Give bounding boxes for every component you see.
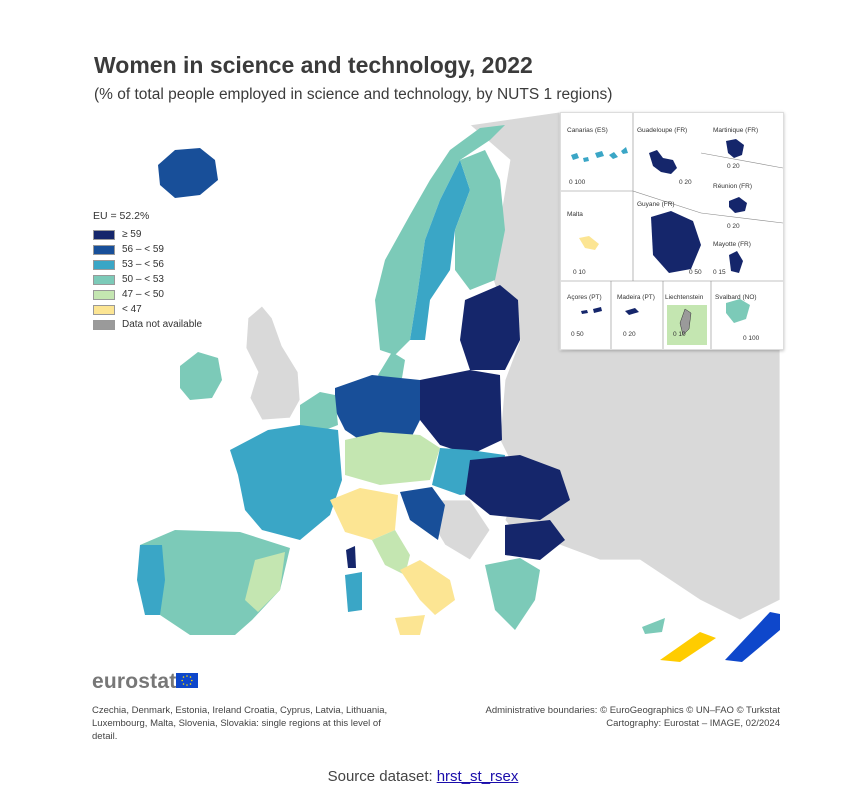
legend: EU = 52.2% ≥ 59 56 – < 59 53 – < 56 50 –… bbox=[93, 210, 202, 332]
region-iceland bbox=[158, 148, 218, 198]
region-italy-center bbox=[372, 530, 410, 575]
region-bulgaria bbox=[505, 520, 565, 560]
region-greece bbox=[485, 558, 540, 630]
region-sicily bbox=[395, 615, 425, 635]
scale-liechtenstein: 0 10 bbox=[673, 331, 686, 338]
legend-label: ≥ 59 bbox=[122, 229, 142, 240]
credits-cartography: Cartography: Eurostat – IMAGE, 02/2024 bbox=[606, 718, 780, 729]
region-corsica bbox=[346, 546, 356, 568]
legend-item: 56 – < 59 bbox=[93, 242, 202, 257]
legend-swatch bbox=[93, 229, 115, 240]
legend-swatch bbox=[93, 244, 115, 255]
eu-stars-icon bbox=[181, 675, 193, 686]
inset-grid bbox=[561, 113, 783, 349]
legend-swatch bbox=[93, 289, 115, 300]
legend-swatch bbox=[93, 319, 115, 330]
credits-boundaries: Administrative boundaries: © EuroGeograp… bbox=[485, 705, 780, 716]
legend-swatch bbox=[93, 259, 115, 270]
region-sardinia bbox=[345, 572, 362, 612]
inset-label-liechtenstein: Liechtenstein bbox=[665, 294, 704, 301]
legend-title: EU = 52.2% bbox=[93, 210, 150, 222]
inset-label-malta: Malta bbox=[567, 211, 583, 218]
source-label: Source dataset: bbox=[327, 768, 433, 785]
europe-map bbox=[137, 112, 780, 662]
corner-yellow-stripe bbox=[660, 632, 716, 662]
eurostat-logo: eurostat bbox=[92, 670, 177, 693]
scale-guadeloupe: 0 20 bbox=[679, 179, 692, 186]
legend-item: Data not available bbox=[93, 317, 202, 332]
map-subtitle: (% of total people employed in science a… bbox=[94, 86, 613, 103]
inset-label-acores: Açores (PT) bbox=[567, 294, 602, 301]
legend-swatch bbox=[93, 304, 115, 315]
region-croatia bbox=[400, 487, 445, 540]
inset-label-reunion: Réunion (FR) bbox=[713, 183, 753, 190]
eu-flag-icon bbox=[176, 673, 198, 688]
source-line: Source dataset: hrst_st_rsex bbox=[0, 768, 846, 785]
region-finland bbox=[455, 150, 505, 290]
legend-item: 53 – < 56 bbox=[93, 257, 202, 272]
scale-mayotte: 0 15 bbox=[713, 269, 726, 276]
region-baltics bbox=[460, 285, 520, 370]
legend-swatch bbox=[93, 274, 115, 285]
region-benelux bbox=[300, 392, 338, 432]
legend-label: 56 – < 59 bbox=[122, 244, 164, 255]
region-germany bbox=[335, 375, 420, 445]
inset-label-canarias: Canarias (ES) bbox=[567, 127, 608, 134]
region-portugal bbox=[137, 545, 165, 615]
region-france bbox=[230, 425, 342, 540]
scale-madeira: 0 20 bbox=[623, 331, 636, 338]
inset-label-martinique: Martinique (FR) bbox=[713, 127, 759, 134]
region-poland bbox=[420, 370, 502, 455]
legend-label: 47 – < 50 bbox=[122, 289, 164, 300]
inset-label-mayotte: Mayotte (FR) bbox=[713, 241, 751, 248]
legend-label: Data not available bbox=[122, 319, 203, 330]
legend-item: < 47 bbox=[93, 302, 202, 317]
region-czechia-austria bbox=[345, 432, 440, 485]
corner-blue-stripe bbox=[725, 612, 780, 662]
region-spain bbox=[140, 530, 290, 635]
inset-label-guadeloupe: Guadeloupe (FR) bbox=[637, 127, 688, 134]
region-cyprus bbox=[642, 618, 665, 634]
region-norway bbox=[375, 125, 505, 355]
legend-item: 47 – < 50 bbox=[93, 287, 202, 302]
legend-label: 53 – < 56 bbox=[122, 259, 164, 270]
scale-canarias: 0 100 bbox=[569, 179, 586, 186]
scale-reunion: 0 20 bbox=[727, 223, 740, 230]
legend-item: ≥ 59 bbox=[93, 227, 202, 242]
legend-label: < 47 bbox=[122, 304, 142, 315]
source-dataset-link[interactable]: hrst_st_rsex bbox=[436, 768, 519, 785]
region-spain-east bbox=[245, 552, 285, 612]
inset-label-svalbard: Svalbard (NO) bbox=[715, 294, 757, 301]
inset-panel: Canarias (ES) Guadeloupe (FR) Martinique… bbox=[560, 112, 784, 350]
scale-martinique: 0 20 bbox=[727, 163, 740, 170]
scale-acores: 0 50 bbox=[571, 331, 584, 338]
region-romania bbox=[465, 455, 570, 520]
inset-label-guyane: Guyane (FR) bbox=[637, 201, 675, 208]
scale-guyane: 0 50 bbox=[689, 269, 702, 276]
region-sweden bbox=[410, 160, 470, 340]
legend-item: 50 – < 53 bbox=[93, 272, 202, 287]
legend-label: 50 – < 53 bbox=[122, 274, 164, 285]
scale-malta: 0 10 bbox=[573, 269, 586, 276]
inset-label-madeira: Madeira (PT) bbox=[617, 294, 655, 301]
credits: Administrative boundaries: © EuroGeograp… bbox=[485, 704, 780, 730]
region-ireland bbox=[180, 352, 222, 400]
footnote: Czechia, Denmark, Estonia, Ireland Croat… bbox=[92, 705, 388, 742]
region-italy-north bbox=[330, 488, 398, 540]
scale-svalbard: 0 100 bbox=[743, 335, 760, 342]
map-title: Women in science and technology, 2022 bbox=[94, 52, 533, 78]
region-italy-south bbox=[400, 560, 455, 615]
